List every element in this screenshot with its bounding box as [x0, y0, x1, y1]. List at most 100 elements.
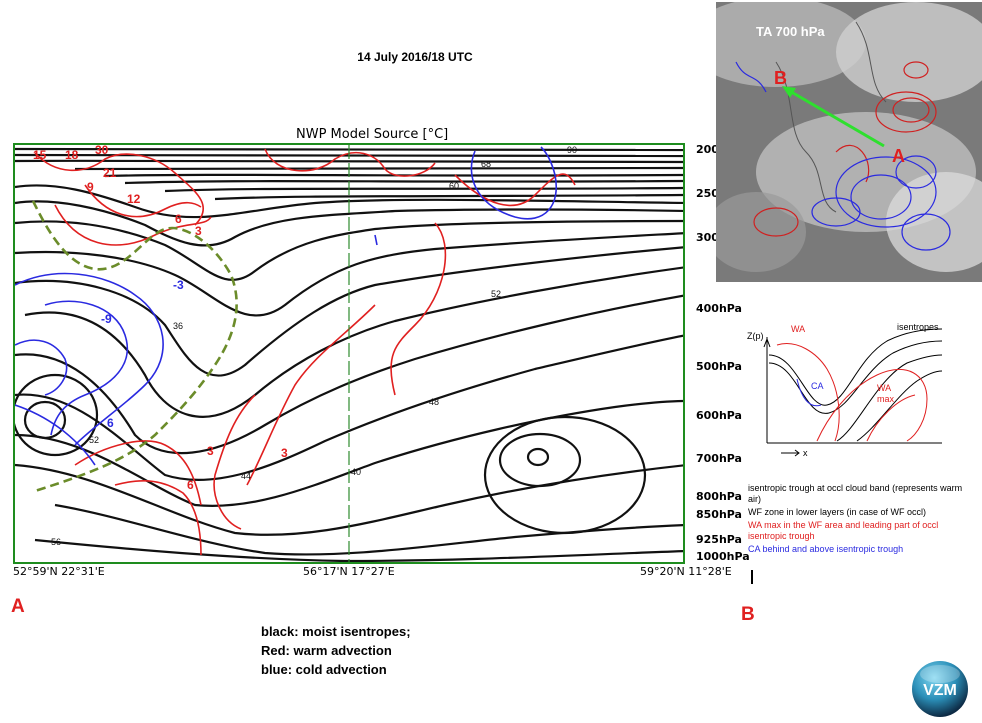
- isentrope-label: 44: [241, 471, 251, 481]
- cross-section-plot: 15 18 30 21 9 12 6 3 3 3 6 -3 -9 6 68 60…: [13, 143, 685, 564]
- pressure-level-label: 600hPa: [696, 409, 742, 422]
- cold-contour: [735, 61, 767, 93]
- pressure-level-label: 800hPa: [696, 490, 742, 503]
- endpoint-b-label: B: [741, 604, 755, 625]
- warm-label: 3: [207, 444, 214, 458]
- isentrope-line: [164, 186, 683, 193]
- ca-label: CA: [811, 381, 824, 391]
- coord-right: 59°20'N 11°28'E: [640, 565, 732, 578]
- isentrope-label: 56: [51, 537, 61, 547]
- dashed-boundary: [31, 200, 238, 493]
- sat-label-b: B: [774, 68, 787, 88]
- cold-contour: [835, 156, 937, 228]
- isentrope-line: [15, 159, 683, 164]
- logo-graphic: VZM: [912, 661, 968, 717]
- wa-max-sublabel: max: [877, 394, 895, 404]
- warm-label: 6: [175, 212, 182, 226]
- warm-contour: [835, 144, 870, 183]
- cold-advection-curve: [796, 378, 822, 407]
- endpoint-a-label: A: [11, 596, 25, 617]
- cold-advection-line: [15, 272, 164, 446]
- cold-label: -3: [173, 278, 184, 292]
- cold-contour: [811, 197, 861, 227]
- isentrope-line: [15, 232, 683, 317]
- legend-line: Red: warm advection: [261, 643, 392, 658]
- isentrope-curve: [836, 354, 943, 442]
- warm-contour: [753, 207, 799, 237]
- cold-advection-line: [15, 339, 68, 396]
- warm-label: 18: [65, 148, 79, 162]
- warm-advection-line: [213, 394, 256, 530]
- isentrope-line: [15, 294, 683, 455]
- isentrope-label: 68: [481, 159, 491, 169]
- isentrope-label: 90: [567, 145, 577, 155]
- satellite-map: B A: [716, 2, 982, 282]
- cold-label: -9: [101, 312, 112, 326]
- warm-label: 6: [187, 478, 194, 492]
- logo-text: VZM: [923, 682, 957, 699]
- pressure-level-label: 850hPa: [696, 508, 742, 521]
- wa-max-label: WA: [877, 383, 891, 393]
- wa-label: WA: [791, 324, 805, 334]
- warm-advection-curve: [866, 394, 916, 442]
- conceptual-model-diagram: Z(p) x WA CA isentropes WA max: [747, 309, 947, 459]
- warm-label: 21: [103, 166, 117, 180]
- isentrope-label: 52: [491, 289, 501, 299]
- isentrope-curve: [768, 340, 943, 414]
- warm-advection-curve: [776, 343, 840, 442]
- section-arrowhead: [782, 86, 796, 98]
- vzm-logo: VZM: [911, 660, 969, 718]
- isentrope-label: 48: [429, 397, 439, 407]
- cold-contour: [895, 155, 937, 189]
- isentrope-line: [15, 246, 683, 377]
- x-axis-label: x: [803, 448, 808, 458]
- isentrope-closed-contour: [15, 373, 99, 457]
- isentrope-curve: [856, 370, 943, 442]
- warm-advection-line: [84, 184, 202, 218]
- warm-label: 3: [195, 224, 202, 238]
- warm-advection-curve: [816, 368, 928, 442]
- warm-advection-line: [264, 148, 436, 177]
- isentrope-line: [214, 193, 683, 201]
- isentrope-line: [124, 179, 683, 185]
- isentrope-label: 52: [89, 435, 99, 445]
- warm-label: 15: [33, 148, 47, 162]
- warm-advection-line: [54, 204, 212, 246]
- isentrope-line: [54, 503, 683, 556]
- isentrope-label: 36: [173, 321, 183, 331]
- z-axis-label: Z(p): [747, 331, 764, 341]
- warm-advection-line: [114, 480, 202, 556]
- warm-label: 12: [127, 192, 141, 206]
- cold-advection-line: [374, 234, 378, 246]
- isentrope-line: [15, 399, 683, 507]
- isentrope-line: [15, 463, 683, 536]
- pressure-level-label: 700hPa: [696, 452, 742, 465]
- warm-contour: [892, 97, 930, 123]
- cold-contour: [850, 174, 912, 220]
- isentrope-line: [15, 200, 683, 247]
- warm-advection-line: [74, 440, 202, 506]
- axis-tick: [751, 570, 753, 584]
- sat-label-a: A: [892, 146, 905, 166]
- cm-text-blue: CA behind and above isentropic trough: [748, 544, 904, 554]
- pressure-level-label: 1000hPa: [696, 550, 750, 563]
- cm-text-black2: WF zone in lower layers (in case of WF o…: [748, 507, 927, 517]
- warm-label: 3: [281, 446, 288, 460]
- cm-text-red: WA max in the WF area and leading part o…: [748, 520, 939, 541]
- isentrope-line: [74, 166, 683, 171]
- isentrope-line: [15, 147, 683, 152]
- satellite-image: B A: [716, 2, 982, 282]
- warm-contour: [875, 91, 937, 133]
- pressure-level-label: 400hPa: [696, 302, 742, 315]
- cold-contour: [901, 213, 951, 251]
- isentrope-label: 60: [449, 181, 459, 191]
- cm-text-black: isentropic trough at occl cloud band (re…: [748, 483, 963, 504]
- conceptual-model-text: isentropic trough at occl cloud band (re…: [748, 483, 973, 555]
- isentrope-line: [24, 266, 683, 418]
- isentrope-closed-contour: [23, 400, 67, 440]
- section-arrow: [787, 88, 885, 148]
- cold-advection-line: [44, 300, 128, 436]
- pressure-level-label: 925hPa: [696, 533, 742, 546]
- legend-line: blue: cold advection: [261, 662, 387, 677]
- cold-label: 6: [107, 416, 114, 430]
